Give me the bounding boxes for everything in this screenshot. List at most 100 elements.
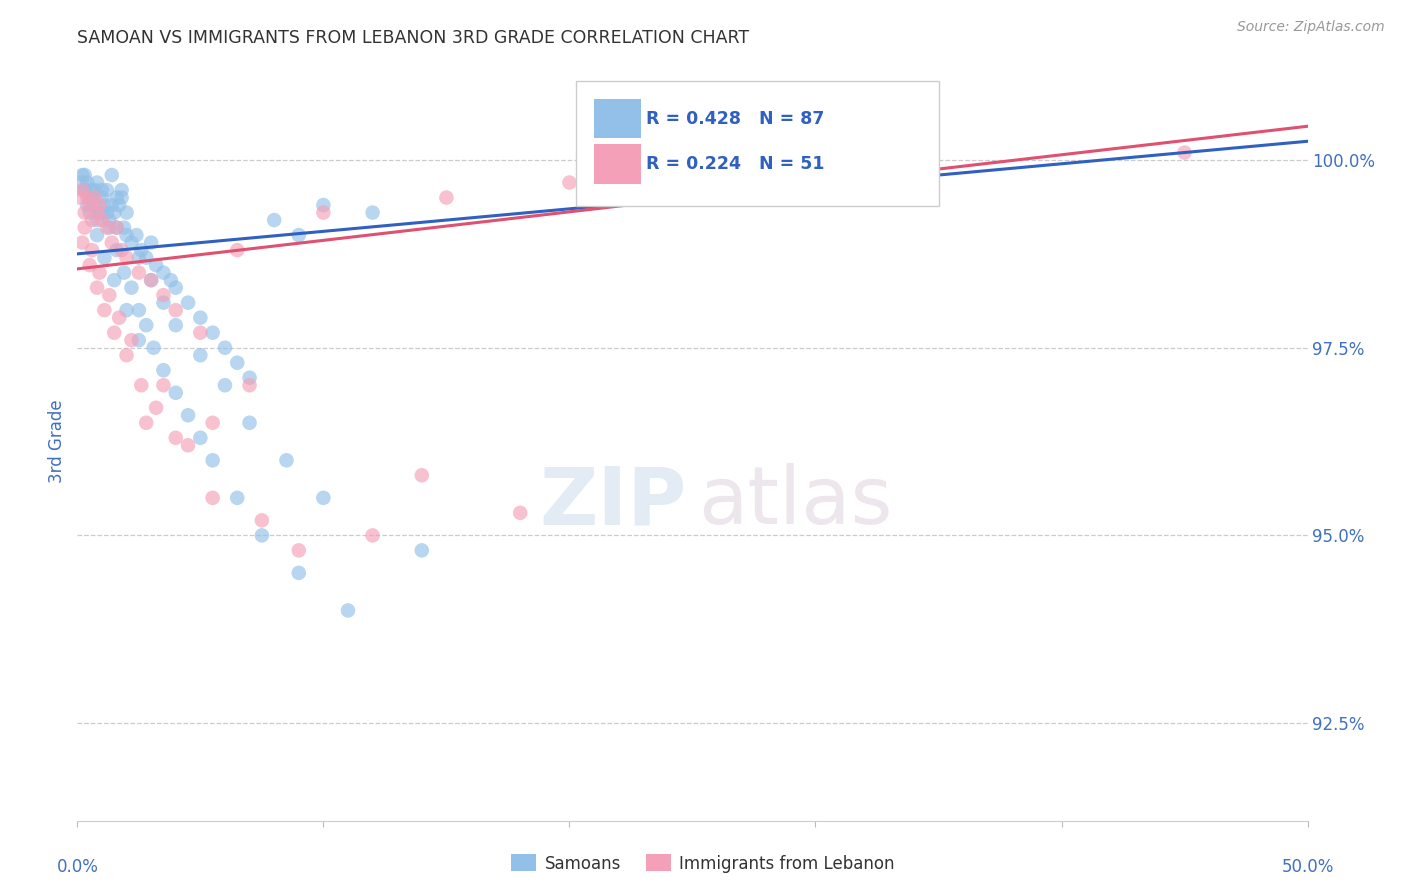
Point bbox=[152, 288, 174, 302]
Point bbox=[135, 251, 157, 265]
Point bbox=[73, 205, 96, 219]
Point bbox=[411, 543, 433, 558]
Point bbox=[128, 303, 150, 318]
Point bbox=[86, 280, 108, 294]
Point bbox=[312, 491, 335, 505]
Point bbox=[115, 251, 138, 265]
Point bbox=[160, 273, 183, 287]
Point bbox=[105, 220, 128, 235]
Point bbox=[79, 190, 101, 204]
Point bbox=[70, 183, 93, 197]
Point bbox=[82, 243, 104, 257]
Point bbox=[128, 266, 150, 280]
Point bbox=[129, 243, 153, 257]
Point bbox=[86, 228, 108, 243]
Point bbox=[288, 566, 311, 580]
Point bbox=[226, 243, 249, 257]
Point bbox=[98, 213, 121, 227]
Point bbox=[121, 280, 143, 294]
Legend: Samoans, Immigrants from Lebanon: Samoans, Immigrants from Lebanon bbox=[505, 847, 901, 880]
Point bbox=[145, 401, 167, 415]
Point bbox=[201, 453, 224, 467]
Point bbox=[73, 183, 96, 197]
Point bbox=[101, 168, 124, 182]
Point bbox=[70, 235, 93, 250]
Point bbox=[108, 198, 131, 212]
Point bbox=[105, 190, 128, 204]
Point bbox=[312, 198, 335, 212]
Point bbox=[250, 528, 273, 542]
Point bbox=[96, 183, 118, 197]
Point bbox=[76, 198, 98, 212]
Point bbox=[152, 295, 174, 310]
FancyBboxPatch shape bbox=[595, 99, 641, 138]
Point bbox=[90, 190, 114, 204]
FancyBboxPatch shape bbox=[575, 81, 939, 207]
Point bbox=[165, 303, 187, 318]
Point bbox=[82, 213, 104, 227]
Point bbox=[101, 235, 124, 250]
Point bbox=[177, 295, 200, 310]
Point bbox=[152, 363, 174, 377]
Point bbox=[141, 235, 163, 250]
Point bbox=[86, 213, 108, 227]
Point bbox=[152, 378, 174, 392]
Point bbox=[89, 198, 111, 212]
Point bbox=[165, 318, 187, 333]
Point bbox=[214, 341, 236, 355]
Point bbox=[165, 280, 187, 294]
Point bbox=[79, 190, 101, 204]
Point bbox=[98, 288, 121, 302]
Point bbox=[103, 326, 125, 340]
Text: 50.0%: 50.0% bbox=[1281, 858, 1334, 876]
Text: R = 0.224   N = 51: R = 0.224 N = 51 bbox=[645, 155, 824, 173]
Point bbox=[83, 183, 105, 197]
Point bbox=[93, 303, 115, 318]
Point bbox=[79, 205, 101, 219]
Point bbox=[111, 183, 132, 197]
Point bbox=[82, 183, 104, 197]
Point bbox=[86, 205, 108, 219]
Point bbox=[288, 228, 311, 243]
Point bbox=[312, 205, 335, 219]
Point bbox=[111, 190, 132, 204]
Point bbox=[125, 228, 148, 243]
Point bbox=[135, 416, 157, 430]
Point bbox=[263, 213, 285, 227]
Point bbox=[145, 258, 167, 272]
Point bbox=[86, 176, 108, 190]
Point bbox=[90, 183, 114, 197]
Point bbox=[177, 438, 200, 452]
Point bbox=[90, 205, 114, 219]
Point bbox=[93, 198, 115, 212]
Point bbox=[96, 220, 118, 235]
Point bbox=[70, 176, 93, 190]
Point bbox=[83, 198, 105, 212]
Point bbox=[509, 506, 531, 520]
Point bbox=[152, 266, 174, 280]
Point bbox=[96, 205, 118, 219]
Point bbox=[89, 205, 111, 219]
Point bbox=[226, 491, 249, 505]
Point bbox=[142, 341, 165, 355]
Point bbox=[558, 176, 581, 190]
Point bbox=[361, 205, 384, 219]
Point bbox=[165, 431, 187, 445]
Point bbox=[201, 491, 224, 505]
Point bbox=[188, 431, 212, 445]
Point bbox=[121, 235, 143, 250]
Point bbox=[201, 416, 224, 430]
Point bbox=[288, 543, 311, 558]
Point bbox=[165, 385, 187, 400]
Point bbox=[239, 370, 262, 384]
Point bbox=[76, 190, 98, 204]
Point bbox=[129, 378, 153, 392]
Point bbox=[73, 183, 96, 197]
Point bbox=[436, 190, 458, 204]
Point bbox=[73, 220, 96, 235]
Point bbox=[90, 213, 114, 227]
Point bbox=[108, 310, 131, 325]
Point bbox=[141, 273, 163, 287]
Point bbox=[112, 220, 135, 235]
Point bbox=[1174, 145, 1197, 160]
